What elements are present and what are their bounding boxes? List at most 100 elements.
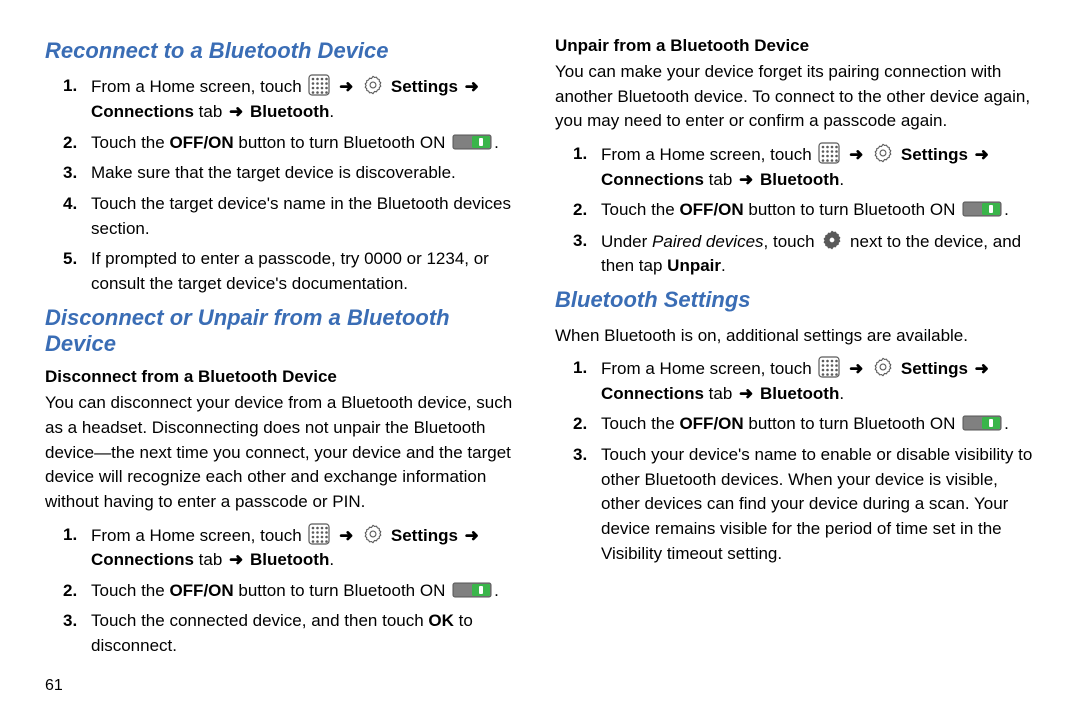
arrow-icon: ➜ (739, 382, 753, 407)
arrow-icon: ➜ (465, 524, 479, 549)
heading-disconnect-unpair: Disconnect or Unpair from a Bluetooth De… (45, 305, 525, 358)
step-3: Touch the connected device, and then tou… (45, 609, 525, 658)
step-3: Make sure that the target device is disc… (45, 161, 525, 186)
text: Bluetooth (250, 102, 329, 121)
text: OFF/ON (679, 414, 743, 433)
subheading-unpair: Unpair from a Bluetooth Device (555, 36, 1035, 56)
text: . (1004, 414, 1009, 433)
text: From a Home screen, touch (601, 145, 816, 164)
gear-icon (362, 74, 384, 96)
text: . (494, 581, 499, 600)
text: Connections (91, 550, 194, 569)
step-3: Under Paired devices, touch next to the … (555, 229, 1035, 279)
apps-icon (818, 142, 840, 164)
arrow-icon: ➜ (339, 524, 353, 549)
page: Reconnect to a Bluetooth Device From a H… (0, 0, 1080, 720)
text: Connections (601, 170, 704, 189)
text: . (839, 170, 844, 189)
arrow-icon: ➜ (465, 75, 479, 100)
toggle-on-icon (962, 413, 1002, 433)
text: Bluetooth (760, 384, 839, 403)
text: Settings (901, 359, 968, 378)
text: Bluetooth (760, 170, 839, 189)
text: Touch the (91, 133, 169, 152)
text: button to turn Bluetooth ON (234, 133, 450, 152)
text: OFF/ON (169, 581, 233, 600)
heading-reconnect: Reconnect to a Bluetooth Device (45, 38, 525, 64)
arrow-icon: ➜ (229, 100, 243, 125)
step-2: Touch the OFF/ON button to turn Bluetoot… (45, 579, 525, 604)
toggle-on-icon (962, 199, 1002, 219)
step-1: From a Home screen, touch ➜ Settings ➜ C… (45, 74, 525, 124)
apps-icon (308, 523, 330, 545)
step-2: Touch the OFF/ON button to turn Bluetoot… (555, 198, 1035, 223)
text: From a Home screen, touch (91, 526, 306, 545)
text: OK (428, 611, 454, 630)
text: . (329, 102, 334, 121)
gear-solid-icon (821, 229, 843, 251)
text: From a Home screen, touch (91, 77, 306, 96)
text: Under (601, 232, 652, 251)
right-column: Unpair from a Bluetooth Device You can m… (540, 30, 1050, 720)
text: Settings (391, 526, 458, 545)
subheading-disconnect: Disconnect from a Bluetooth Device (45, 367, 525, 387)
apps-icon (818, 356, 840, 378)
gear-icon (872, 356, 894, 378)
step-4: Touch the target device's name in the Bl… (45, 192, 525, 241)
text: Touch the (91, 581, 169, 600)
step-5: If prompted to enter a passcode, try 000… (45, 247, 525, 296)
text: button to turn Bluetooth ON (744, 200, 960, 219)
text: , touch (764, 232, 820, 251)
reconnect-steps: From a Home screen, touch ➜ Settings ➜ C… (45, 74, 525, 296)
left-column: Reconnect to a Bluetooth Device From a H… (30, 30, 540, 720)
step-3: Touch your device's name to enable or di… (555, 443, 1035, 566)
text: . (329, 550, 334, 569)
text: Touch the (601, 414, 679, 433)
paragraph: When Bluetooth is on, additional setting… (555, 324, 1035, 349)
page-number: 61 (45, 677, 525, 695)
text: . (1004, 200, 1009, 219)
gear-icon (362, 523, 384, 545)
step-1: From a Home screen, touch ➜ Settings ➜ C… (45, 523, 525, 573)
arrow-icon: ➜ (739, 168, 753, 193)
text: button to turn Bluetooth ON (234, 581, 450, 600)
text: Connections (601, 384, 704, 403)
heading-bluetooth-settings: Bluetooth Settings (555, 287, 1035, 313)
paragraph: You can make your device forget its pair… (555, 60, 1035, 134)
arrow-icon: ➜ (849, 143, 863, 168)
text: tab (704, 170, 737, 189)
text: From a Home screen, touch (601, 359, 816, 378)
text: tab (194, 550, 227, 569)
step-2: Touch the OFF/ON button to turn Bluetoot… (45, 131, 525, 156)
text: Connections (91, 102, 194, 121)
text: Unpair (667, 256, 721, 275)
paragraph: You can disconnect your device from a Bl… (45, 391, 525, 514)
text: Bluetooth (250, 550, 329, 569)
settings-steps: From a Home screen, touch ➜ Settings ➜ C… (555, 356, 1035, 566)
text: Paired devices (652, 232, 764, 251)
text: tab (704, 384, 737, 403)
step-1: From a Home screen, touch ➜ Settings ➜ C… (555, 356, 1035, 406)
text: button to turn Bluetooth ON (744, 414, 960, 433)
step-2: Touch the OFF/ON button to turn Bluetoot… (555, 412, 1035, 437)
text: OFF/ON (169, 133, 233, 152)
text: Settings (391, 77, 458, 96)
text: OFF/ON (679, 200, 743, 219)
arrow-icon: ➜ (975, 357, 989, 382)
arrow-icon: ➜ (339, 75, 353, 100)
text: . (721, 256, 726, 275)
text: . (839, 384, 844, 403)
text: tab (194, 102, 227, 121)
apps-icon (308, 74, 330, 96)
arrow-icon: ➜ (229, 548, 243, 573)
arrow-icon: ➜ (849, 357, 863, 382)
text: Touch the connected device, and then tou… (91, 611, 428, 630)
text: Touch the (601, 200, 679, 219)
text: Settings (901, 145, 968, 164)
arrow-icon: ➜ (975, 143, 989, 168)
text: . (494, 133, 499, 152)
toggle-on-icon (452, 132, 492, 152)
step-1: From a Home screen, touch ➜ Settings ➜ C… (555, 142, 1035, 192)
toggle-on-icon (452, 580, 492, 600)
unpair-steps: From a Home screen, touch ➜ Settings ➜ C… (555, 142, 1035, 279)
